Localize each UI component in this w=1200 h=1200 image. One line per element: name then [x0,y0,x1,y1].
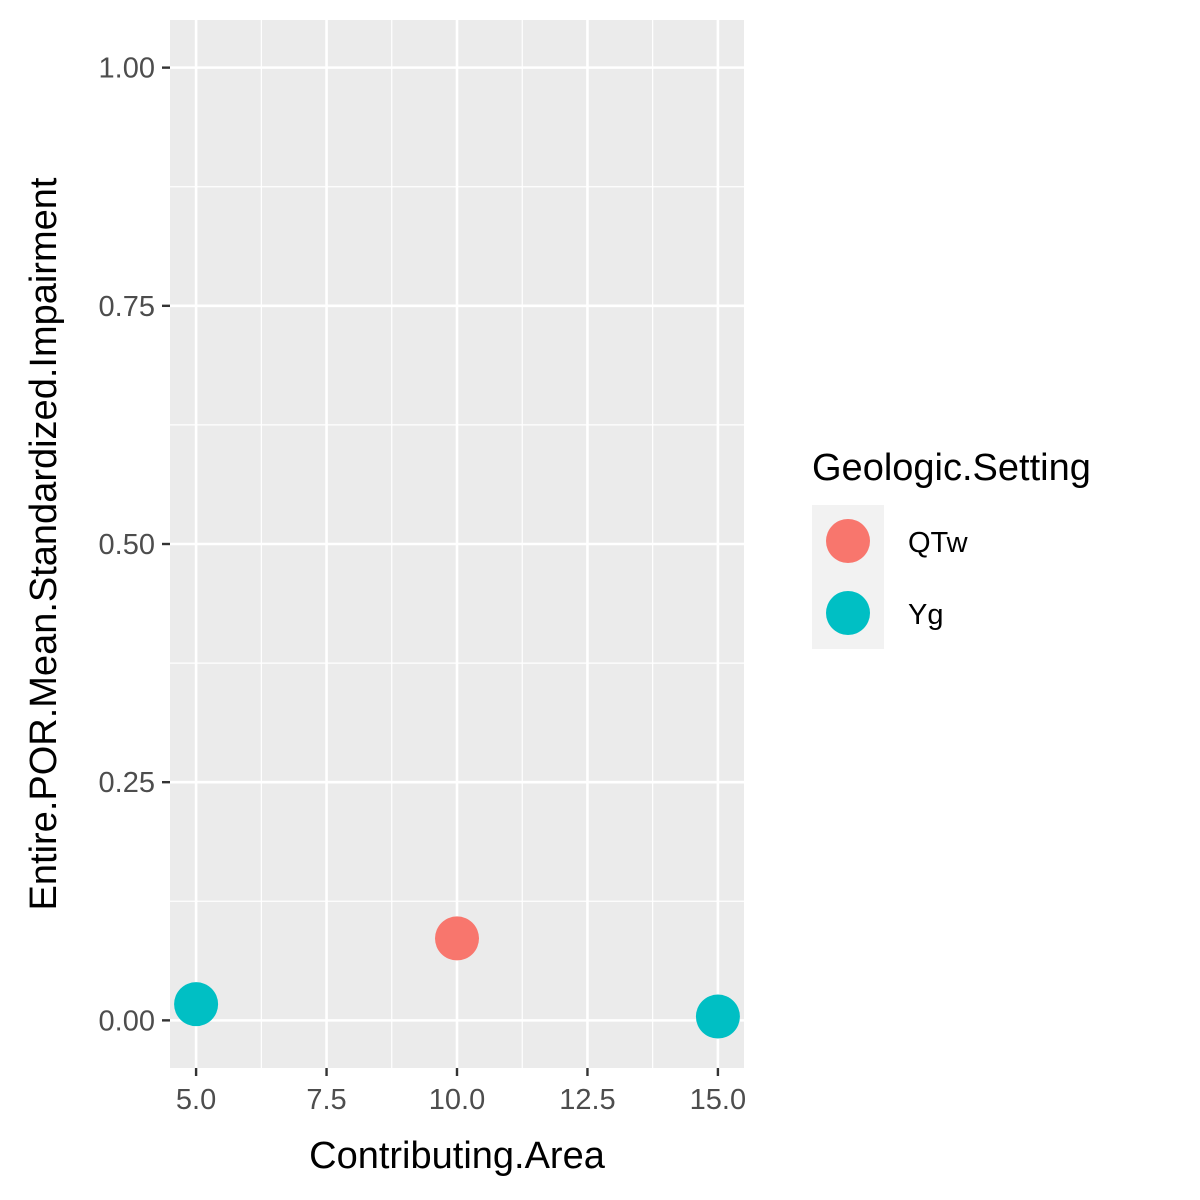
x-tick-label: 15.0 [690,1084,746,1116]
y-axis-title: Entire.POR.Mean.Standardized.Impairment [23,177,65,910]
data-point-yg [174,982,219,1027]
x-axis-title: Contributing.Area [309,1135,606,1177]
x-tick-label: 5.0 [176,1084,216,1116]
y-tick-label: 0.50 [99,529,155,561]
y-tick-label: 0.25 [99,767,155,799]
x-tick-label: 7.5 [306,1084,346,1116]
y-tick-label: 0.75 [99,291,155,323]
x-axis: 5.0 7.5 10.0 12.5 15.0 [176,1068,746,1116]
data-point-yg [695,994,740,1039]
legend-key-yg [826,591,870,635]
legend: Geologic.Setting QTw Yg [812,447,1091,649]
legend-label-yg: Yg [908,599,943,631]
x-tick-label: 10.0 [429,1084,485,1116]
x-tick-label: 12.5 [559,1084,615,1116]
y-axis: 0.00 0.25 0.50 0.75 1.00 [99,53,170,1037]
data-point-qtw [435,916,479,961]
y-tick-label: 0.00 [99,1005,155,1037]
data-points [174,916,740,1039]
major-gridlines [170,20,744,1068]
y-tick-label: 1.00 [99,53,155,85]
legend-label-qtw: QTw [908,527,969,559]
legend-key-qtw [826,519,870,563]
legend-title: Geologic.Setting [812,447,1091,489]
